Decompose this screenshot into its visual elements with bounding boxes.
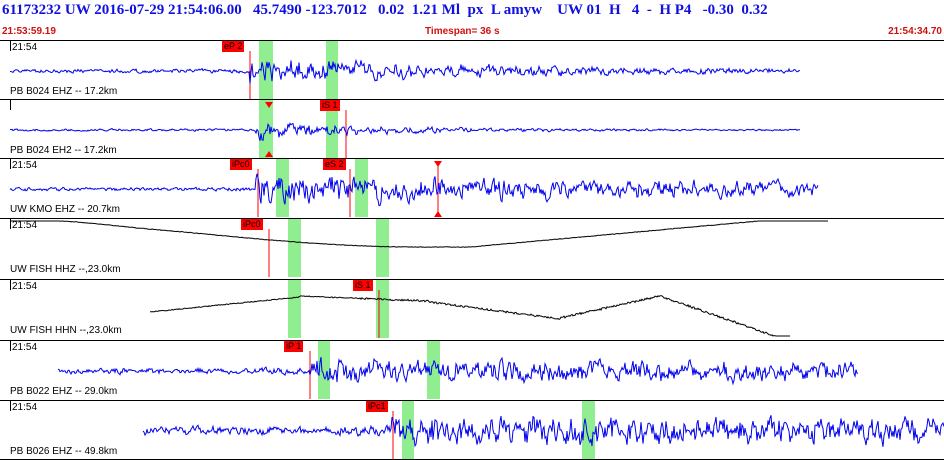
waveform-trace: [57, 356, 858, 386]
waveform-panel-b022-ehz[interactable]: 21:54 iP 1 PB B022 EHZ -- 29.0km: [0, 340, 944, 399]
s-window: [402, 401, 414, 459]
s-window: [318, 341, 330, 399]
channel-label: PB B024 EH2 -- 17.2km: [10, 145, 117, 156]
pick-flag[interactable]: iS 1: [320, 100, 340, 111]
waveform-trace: [9, 122, 801, 142]
s-window: [288, 280, 301, 338]
channel-label: PB B026 EHZ -- 49.8km: [10, 446, 118, 457]
s-window: [355, 159, 368, 217]
end-time: 21:54:34.70: [888, 26, 942, 37]
triangle-down-icon: [265, 102, 273, 108]
waveform-panel-fish-hhz[interactable]: 21:54 iPc0 UW FISH HHZ --,23.0km: [0, 218, 944, 277]
s-window: [288, 219, 301, 277]
triangle-up-icon: [434, 211, 442, 217]
channel-label: PB B022 EHZ -- 29.0km: [10, 386, 118, 397]
pick-flag[interactable]: iPc1: [366, 401, 388, 412]
waveform-svg: [57, 341, 858, 399]
waveform-panel-b026-ehz[interactable]: 21:54 iPc1 PB B026 EHZ -- 49.8km: [0, 400, 944, 459]
channel-label: PB B024 EHZ -- 17.2km: [10, 86, 118, 97]
time-tick: [10, 280, 11, 290]
waveform-trace: [10, 220, 828, 248]
triangle-down-icon: [434, 161, 442, 167]
waveform-svg: [149, 280, 790, 338]
s-window: [326, 100, 338, 158]
panel-time: 21:54: [12, 402, 38, 413]
start-time: 21:53:59.19: [2, 26, 56, 37]
waveform-trace: [142, 415, 944, 448]
channel-label: UW KMO EHZ -- 20.7km: [10, 204, 121, 215]
waveform-svg: [9, 100, 801, 158]
pick-flag[interactable]: iS 1: [353, 280, 373, 291]
event-header: 61173232 UW 2016-07-29 21:54:06.00 45.74…: [0, 0, 944, 26]
waveform-trace: [9, 173, 819, 206]
time-tick: [10, 219, 11, 229]
panel-time: 21:54: [12, 42, 38, 53]
channel-label: UW FISH HHZ --,23.0km: [10, 264, 121, 275]
time-tick: [10, 401, 11, 411]
panel-time: 21:54: [12, 220, 38, 231]
panel-time: 21:54: [12, 281, 38, 292]
pick-flag[interactable]: iPc0: [230, 159, 252, 170]
timespan: Timespan= 36 s: [425, 26, 500, 37]
waveform-panel-kmo-ehz[interactable]: 21:54 iPc0 eS 2 UW KMO EHZ -- 20.7km: [0, 158, 944, 217]
time-tick: [10, 41, 11, 51]
waveform-panel-b024-ehz[interactable]: 21:54 eP 2 PB B024 EHZ -- 17.2km: [0, 40, 944, 99]
waveform-svg: [9, 159, 819, 217]
waveform-trace: [149, 295, 790, 337]
s-window: [326, 41, 338, 99]
panel-time: 21:54: [12, 160, 38, 171]
pick-flag[interactable]: eP 2: [222, 41, 245, 52]
event-summary-line: 61173232 UW 2016-07-29 21:54:06.00 45.74…: [2, 2, 768, 18]
s-window: [427, 341, 440, 399]
panel-time: 21:54: [12, 342, 38, 353]
channel-label: UW FISH HHN --,23.0km: [10, 325, 122, 336]
waveform-panel-b024-eh2[interactable]: iS 1 PB B024 EH2 -- 17.2km: [0, 99, 944, 158]
waveform-svg: [10, 219, 828, 277]
time-tick: [10, 341, 11, 351]
pick-flag[interactable]: iP 1: [284, 341, 304, 352]
s-window: [259, 100, 273, 158]
s-window: [376, 219, 389, 277]
time-tick: [10, 159, 11, 169]
waveform-panel-fish-hhn[interactable]: 21:54 iS 1 UW FISH HHN --,23.0km: [0, 279, 944, 338]
pick-flag[interactable]: iPc0: [241, 219, 263, 230]
pick-flag[interactable]: eS 2: [323, 159, 346, 170]
waveform-svg: [142, 401, 944, 459]
waveform-trace: [9, 58, 801, 84]
s-window: [376, 280, 389, 338]
triangle-up-icon: [265, 151, 273, 157]
waveform-svg: [9, 41, 801, 99]
time-tick: [10, 100, 11, 110]
